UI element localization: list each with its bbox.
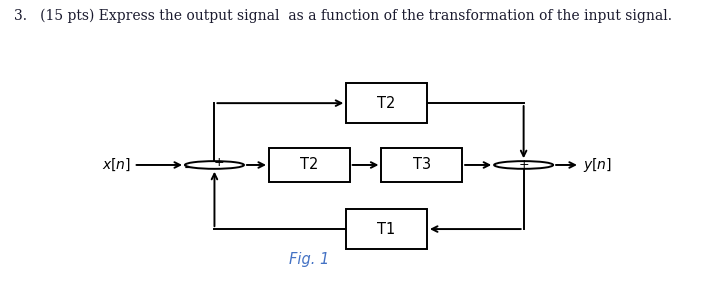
Text: +: + (214, 156, 224, 168)
Bar (381, 147, 462, 182)
Text: T2: T2 (300, 157, 318, 173)
Bar (269, 147, 350, 182)
Text: T1: T1 (377, 222, 396, 237)
Text: T3: T3 (413, 157, 431, 173)
Text: T2: T2 (377, 96, 396, 111)
Text: −: − (184, 161, 194, 175)
Text: Fig. 1: Fig. 1 (289, 252, 329, 267)
Bar (346, 84, 427, 123)
Text: $y[n]$: $y[n]$ (583, 156, 612, 174)
Text: 3.   (15 pts) Express the output signal  as a function of the transformation of : 3. (15 pts) Express the output signal as… (14, 9, 673, 23)
Text: +: + (518, 159, 529, 171)
Text: $x[n]$: $x[n]$ (102, 157, 130, 173)
Bar (346, 209, 427, 249)
